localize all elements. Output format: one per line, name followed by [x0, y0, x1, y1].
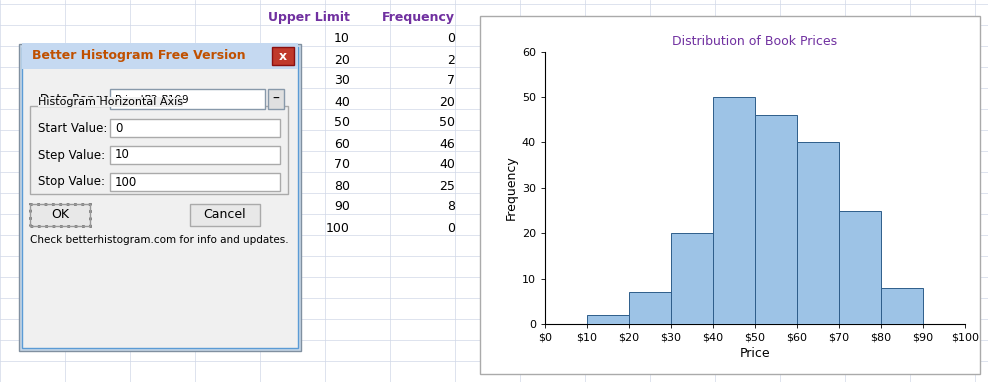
Text: Better Histogram Free Version: Better Histogram Free Version — [32, 50, 246, 63]
Bar — [268, 89, 284, 109]
Text: Price!$B$2:$B$199: Price!$B$2:$B$199 — [114, 93, 189, 105]
Text: 30: 30 — [334, 74, 350, 87]
Bar — [671, 233, 713, 324]
Bar — [587, 315, 629, 324]
Text: 100: 100 — [326, 222, 350, 235]
Text: –: – — [273, 92, 280, 106]
Text: 10: 10 — [334, 32, 350, 45]
Text: Stop Value:: Stop Value: — [38, 175, 105, 188]
Text: 100: 100 — [115, 175, 137, 188]
Bar — [797, 142, 839, 324]
Bar — [755, 115, 797, 324]
Bar — [110, 146, 280, 164]
Bar — [30, 204, 90, 226]
Bar — [30, 204, 90, 226]
Text: x: x — [279, 50, 288, 63]
Text: Upper Limit: Upper Limit — [268, 11, 350, 24]
Bar — [110, 119, 280, 137]
Text: OK: OK — [51, 209, 69, 222]
Text: 90: 90 — [334, 201, 350, 214]
Text: 50: 50 — [439, 117, 455, 129]
Bar — [839, 210, 881, 324]
Bar — [190, 204, 260, 226]
Y-axis label: Frequency: Frequency — [505, 155, 518, 220]
Bar — [629, 292, 671, 324]
Text: 0: 0 — [447, 222, 455, 235]
Text: 40: 40 — [439, 159, 455, 172]
Text: Histogram Horizontal Axis: Histogram Horizontal Axis — [38, 97, 183, 107]
Text: 70: 70 — [334, 159, 350, 172]
Text: 40: 40 — [334, 96, 350, 108]
Bar — [22, 47, 298, 348]
Text: Start Value:: Start Value: — [38, 121, 108, 134]
Text: 7: 7 — [447, 74, 455, 87]
Bar — [480, 16, 980, 374]
Text: Frequency: Frequency — [382, 11, 455, 24]
Text: Check betterhistogram.com for info and updates.: Check betterhistogram.com for info and u… — [30, 235, 288, 245]
Bar — [30, 106, 288, 194]
Text: 0: 0 — [447, 32, 455, 45]
Text: 20: 20 — [439, 96, 455, 108]
Bar — [22, 43, 298, 69]
Bar — [881, 288, 923, 324]
X-axis label: Price: Price — [740, 347, 771, 360]
Text: 0: 0 — [115, 121, 123, 134]
Bar — [19, 44, 301, 351]
Bar — [713, 97, 755, 324]
Bar — [272, 47, 294, 65]
Text: 10: 10 — [115, 149, 129, 162]
Text: 20: 20 — [334, 53, 350, 66]
Text: Data Range:: Data Range: — [40, 92, 114, 105]
Text: 8: 8 — [447, 201, 455, 214]
Text: 2: 2 — [448, 53, 455, 66]
Bar — [110, 89, 265, 109]
Text: 25: 25 — [439, 180, 455, 193]
Text: 46: 46 — [440, 138, 455, 151]
Text: 80: 80 — [334, 180, 350, 193]
Text: 50: 50 — [334, 117, 350, 129]
Bar — [110, 173, 280, 191]
Text: 60: 60 — [334, 138, 350, 151]
Title: Distribution of Book Prices: Distribution of Book Prices — [673, 35, 838, 48]
Text: Step Value:: Step Value: — [38, 149, 105, 162]
Text: Cancel: Cancel — [204, 209, 246, 222]
